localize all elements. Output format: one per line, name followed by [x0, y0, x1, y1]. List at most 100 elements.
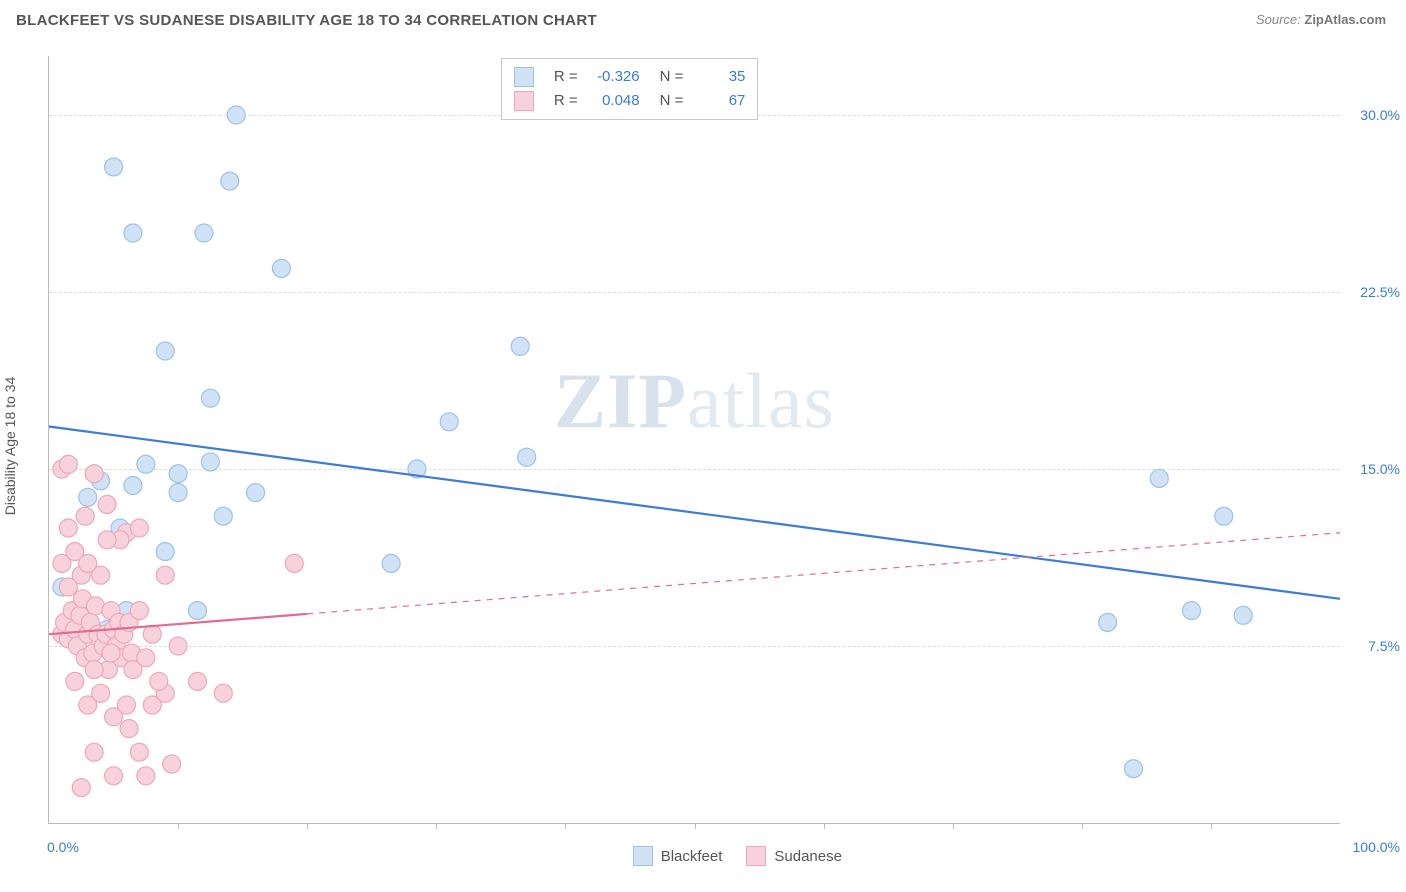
data-point [124, 477, 142, 495]
data-point [214, 507, 232, 525]
data-point [382, 554, 400, 572]
data-point [66, 672, 84, 690]
y-axis-label: Disability Age 18 to 34 [2, 377, 18, 516]
data-point [169, 465, 187, 483]
data-point [169, 637, 187, 655]
data-point [117, 696, 135, 714]
data-point [130, 743, 148, 761]
data-point [156, 342, 174, 360]
data-point [440, 413, 458, 431]
y-tick-label: 22.5% [1360, 284, 1400, 300]
data-point [137, 455, 155, 473]
source-attribution: Source: ZipAtlas.com [1256, 12, 1386, 27]
data-point [518, 448, 536, 466]
legend-swatch [514, 91, 534, 111]
data-point [59, 519, 77, 537]
x-tick [436, 823, 437, 829]
data-point [1234, 606, 1252, 624]
legend-stat-row: R = -0.326 N = 35 [514, 65, 746, 89]
chart-title: BLACKFEET VS SUDANESE DISABILITY AGE 18 … [16, 12, 1390, 29]
data-point [214, 684, 232, 702]
trend-line [49, 427, 1340, 599]
legend-r-label: R = [554, 89, 578, 113]
data-point [79, 554, 97, 572]
data-point [188, 602, 206, 620]
legend-series: Blackfeet Sudanese [633, 846, 842, 866]
scatter-svg [49, 56, 1340, 823]
data-point [85, 743, 103, 761]
legend-n-value: 35 [693, 65, 745, 89]
data-point [130, 602, 148, 620]
data-point [150, 672, 168, 690]
x-axis-max-label: 100.0% [1353, 839, 1400, 855]
x-tick [307, 823, 308, 829]
data-point [163, 755, 181, 773]
chart-plot-area: ZIPatlas R =-0.326N =35R =0.048N =67 0.0… [48, 56, 1340, 824]
data-point [1099, 613, 1117, 631]
legend-series-item: Blackfeet [633, 846, 723, 866]
legend-series-name: Sudanese [774, 848, 842, 865]
data-point [98, 495, 116, 513]
x-tick [1082, 823, 1083, 829]
data-point [105, 767, 123, 785]
y-tick-label: 7.5% [1368, 638, 1400, 654]
legend-stats: R = -0.326 N = 35 R = 0.048 N = 67 [501, 58, 759, 120]
legend-n-label: N = [660, 89, 684, 113]
data-point [137, 767, 155, 785]
data-point [1150, 469, 1168, 487]
source-label: Source: [1256, 12, 1301, 27]
data-point [124, 224, 142, 242]
data-point [76, 507, 94, 525]
x-tick [565, 823, 566, 829]
data-point [98, 531, 116, 549]
data-point [72, 779, 90, 797]
data-point [79, 488, 97, 506]
data-point [143, 625, 161, 643]
data-point [511, 337, 529, 355]
data-point [156, 543, 174, 561]
legend-series-item: Sudanese [746, 846, 842, 866]
legend-r-value: -0.326 [588, 65, 640, 89]
data-point [201, 453, 219, 471]
trend-line-dashed [307, 533, 1340, 614]
x-tick [953, 823, 954, 829]
data-point [195, 224, 213, 242]
source-name: ZipAtlas.com [1304, 12, 1386, 27]
legend-n-value: 67 [693, 89, 745, 113]
data-point [92, 684, 110, 702]
data-point [59, 578, 77, 596]
data-point [221, 172, 239, 190]
data-point [59, 455, 77, 473]
data-point [1124, 760, 1142, 778]
data-point [137, 649, 155, 667]
legend-swatch [514, 67, 534, 87]
data-point [227, 106, 245, 124]
data-point [1215, 507, 1233, 525]
x-tick [824, 823, 825, 829]
x-tick [178, 823, 179, 829]
data-point [85, 661, 103, 679]
data-point [130, 519, 148, 537]
legend-swatch [633, 846, 653, 866]
data-point [1183, 602, 1201, 620]
data-point [201, 389, 219, 407]
data-point [188, 672, 206, 690]
data-point [105, 158, 123, 176]
data-point [156, 566, 174, 584]
legend-series-name: Blackfeet [661, 848, 723, 865]
data-point [169, 484, 187, 502]
legend-stat-row: R = 0.048 N = 67 [514, 89, 746, 113]
data-point [247, 484, 265, 502]
x-axis-min-label: 0.0% [47, 839, 79, 855]
data-point [285, 554, 303, 572]
x-tick [1211, 823, 1212, 829]
legend-r-label: R = [554, 65, 578, 89]
x-tick [695, 823, 696, 829]
data-point [85, 465, 103, 483]
y-tick-label: 15.0% [1360, 461, 1400, 477]
data-point [120, 720, 138, 738]
legend-swatch [746, 846, 766, 866]
legend-r-value: 0.048 [588, 89, 640, 113]
legend-n-label: N = [660, 65, 684, 89]
data-point [102, 644, 120, 662]
